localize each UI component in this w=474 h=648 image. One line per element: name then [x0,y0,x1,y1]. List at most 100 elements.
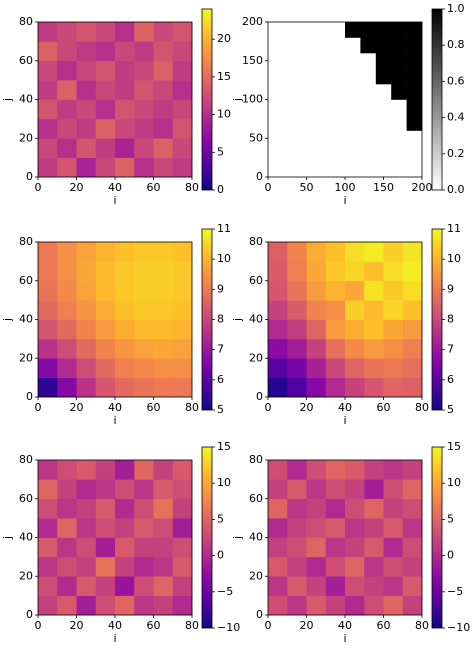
heatmap-cell [329,37,346,54]
heatmap-cell [57,300,77,320]
heatmap-cell [115,358,135,378]
heatmap-cell [115,242,135,262]
heatmap-cell [134,261,154,282]
colorbar-tick-label: 0.6 [447,74,465,87]
heatmap-cell [57,261,77,282]
heatmap-cell [134,479,154,500]
heatmap-cell [76,479,97,500]
heatmap-cell [95,460,116,480]
colorbar-tick-label: 15 [447,440,461,453]
heatmap-cell [375,161,392,178]
heatmap-cell [329,22,346,38]
y-tick-label: 0 [26,170,33,183]
x-axis-label: i [113,414,116,427]
heatmap-cell [57,99,77,120]
x-tick-label: 20 [70,181,84,194]
x-tick-label: 20 [70,401,84,414]
heatmap-cell [283,146,300,162]
heatmap-cell [360,146,377,162]
colorbar-tick-label: 15 [217,70,231,83]
heatmap-cell [115,518,135,538]
x-tick-label: 100 [335,181,356,194]
heatmap-cell [402,319,423,340]
heatmap-cell [360,130,377,147]
heatmap-cell [364,261,384,282]
heatmap-cell [153,556,174,577]
y-tick-label: 0 [26,608,33,621]
heatmap-cell [268,576,288,596]
heatmap-cell [153,595,174,616]
heatmap-cell [38,118,58,139]
y-tick-label: 80 [19,15,33,28]
colorbar-tick-label: 9 [447,282,454,295]
heatmap-cell [57,118,77,139]
heatmap-cell [287,300,307,320]
heatmap-cell [345,338,365,359]
x-tick-label: 0 [35,401,42,414]
heatmap-cell [268,479,288,500]
heatmap-cell [314,146,330,162]
heatmap-cell [383,338,404,359]
heatmap-cell [134,138,154,158]
heatmap-cell [364,479,384,500]
y-tick-label: 0 [256,390,263,403]
heatmap-cell [38,157,58,178]
colorbar-tick-label: 7 [217,343,224,356]
heatmap-cell [306,537,327,558]
colorbar-tick-label: 9 [217,282,224,295]
colorbar-tick-label: 0.4 [447,111,465,124]
x-tick-label: 40 [108,181,122,194]
heatmap-cell [95,556,116,577]
x-tick-label: 40 [338,401,352,414]
heatmap-cell [76,157,97,178]
heatmap-cell [391,68,407,85]
heatmap-cell [115,300,135,320]
heatmap-cell [57,60,77,81]
heatmap-cell [329,68,346,85]
heatmap-cell [95,138,116,158]
heatmap-cell [298,115,315,131]
heatmap-cell [298,130,315,147]
colorbar-tick-label: 20 [217,32,231,45]
colorbar-tick-label: 5 [447,403,454,416]
y-axis-label: j [1,536,14,540]
heatmap-cell [57,80,77,100]
heatmap-cell [325,338,346,359]
heatmap-cell [95,358,116,378]
heatmap-cell [325,242,346,262]
heatmap-cell [283,115,300,131]
heatmap-cell [283,68,300,85]
heatmap-cell [76,138,97,158]
heatmap-cell [38,22,58,42]
heatmap-cell [268,115,284,131]
heatmap-cell [364,377,384,398]
heatmap-cell [383,280,404,301]
heatmap-cell [76,319,97,340]
heatmap-cell [287,261,307,282]
heatmap-cell [402,300,423,320]
heatmap-cell [57,576,77,596]
heatmap-cell [38,358,58,378]
heatmap-cell [115,556,135,577]
heatmap-cell [153,138,174,158]
heatmap-cell [325,595,346,616]
heatmap-cell [172,358,193,378]
heatmap-cell [314,161,330,178]
heatmap-cell [325,280,346,301]
heatmap-cell [360,68,377,85]
heatmap-cell [364,556,384,577]
heatmap-cell [115,595,135,616]
heatmap-cell [95,537,116,558]
x-tick-label: 80 [185,619,199,632]
heatmap-cell [329,53,346,69]
heatmap-cell [76,460,97,480]
heatmap-cell [287,338,307,359]
x-tick-label: 0 [35,619,42,632]
heatmap-cell [153,377,174,398]
heatmap-cell [268,498,288,519]
heatmap-cell [329,130,346,147]
heatmap-cell [306,518,327,538]
heatmap-cell [268,300,288,320]
heatmap-cell [325,319,346,340]
heatmap-cell [306,556,327,577]
